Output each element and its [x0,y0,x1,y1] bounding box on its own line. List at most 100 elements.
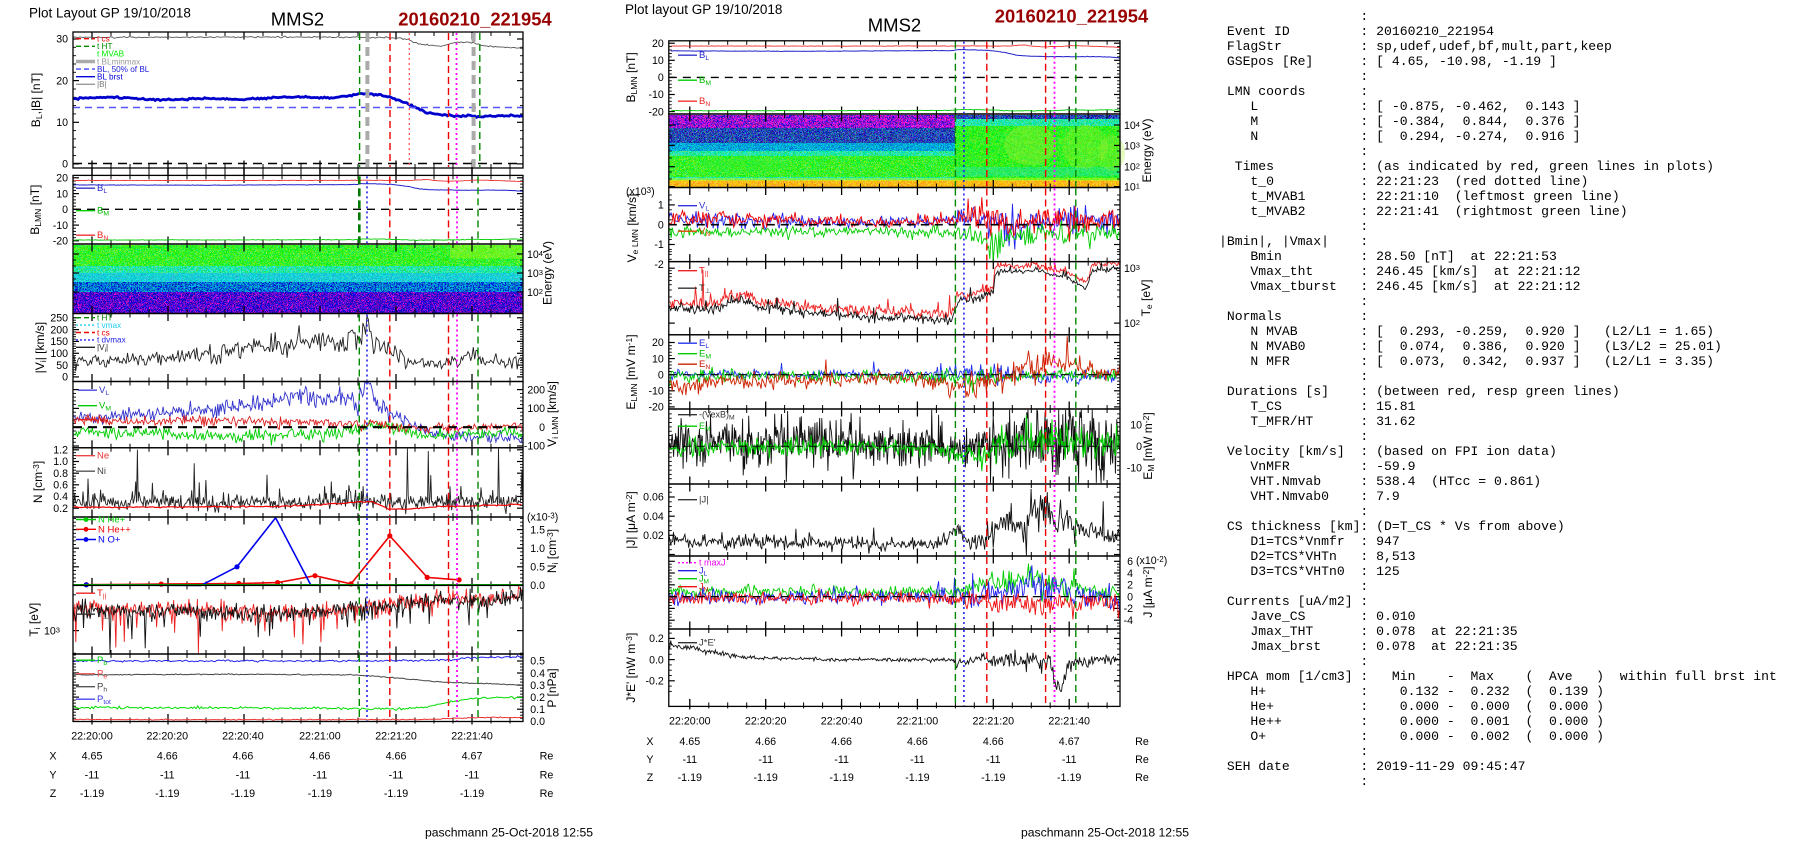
svg-text:Te [eV]: Te [eV] [1139,280,1154,317]
svg-text:-1.19: -1.19 [308,788,332,800]
svg-text:0.2: 0.2 [530,692,545,704]
svg-text:-10: -10 [1127,463,1142,475]
svg-text:22:21:00: 22:21:00 [897,715,939,727]
svg-text:EM: EM [699,421,710,433]
svg-text:BL,|B| [nT]: BL,|B| [nT] [29,73,44,127]
svg-text:-1.19: -1.19 [829,772,853,784]
svg-text:-1.19: -1.19 [80,788,104,800]
svg-text:4.66: 4.66 [831,736,852,748]
svg-text:4.66: 4.66 [907,736,928,748]
svg-text:-1.19: -1.19 [1057,772,1081,784]
svg-text:1.0: 1.0 [530,543,545,555]
svg-text:103: 103 [44,625,60,637]
svg-text:EL: EL [699,338,709,350]
svg-text:-2: -2 [1124,603,1134,615]
svg-text:22:20:40: 22:20:40 [222,731,264,743]
svg-text:Ph: Ph [97,682,107,694]
svg-text:1.2: 1.2 [53,445,68,457]
svg-text:MMS2: MMS2 [868,15,921,36]
svg-text:104: 104 [1124,120,1140,132]
svg-text:BN: BN [699,96,710,108]
svg-text:22:20:40: 22:20:40 [821,715,863,727]
svg-text:t vmax: t vmax [97,321,121,330]
svg-text:-1.19: -1.19 [460,788,484,800]
svg-text:-10: -10 [648,89,663,101]
svg-text:-11: -11 [160,769,175,781]
svg-text:Ve LMN [km/s]: Ve LMN [km/s] [625,194,640,263]
svg-text:-11: -11 [389,769,404,781]
svg-text:t HT: t HT [97,314,112,323]
svg-text:(x103): (x103) [626,186,655,198]
svg-text:|J| [μA m-2]: |J| [μA m-2] [624,491,638,549]
svg-text:VM: VM [99,401,111,413]
svg-text:-11: -11 [834,754,849,766]
svg-text:0.02: 0.02 [643,530,664,542]
svg-text:0: 0 [658,369,664,381]
svg-text:-1.19: -1.19 [155,788,179,800]
svg-text:-20: -20 [648,402,663,414]
svg-text:BLMN [nT]: BLMN [nT] [624,52,639,102]
svg-text:-11: -11 [986,754,1001,766]
svg-text:-11: -11 [85,769,100,781]
svg-text:22:21:20: 22:21:20 [375,731,417,743]
svg-text:20: 20 [652,38,664,50]
svg-text:N He+: N He+ [98,515,126,526]
svg-text:-1.19: -1.19 [754,772,778,784]
svg-text:Energy (eV): Energy (eV) [541,241,555,305]
svg-text:103: 103 [1124,263,1140,275]
svg-text:-1.19: -1.19 [384,788,408,800]
svg-text:0: 0 [1136,441,1142,453]
svg-text:Ni: Ni [97,466,106,477]
svg-text:6: 6 [1127,556,1133,568]
svg-text:t HT: t HT [97,42,112,51]
svg-text:-11: -11 [1062,754,1077,766]
svg-text:t BLminmax: t BLminmax [97,57,140,66]
svg-text:0: 0 [658,72,664,84]
svg-text:20160210_221954: 20160210_221954 [995,6,1149,27]
svg-text:20160210_221954: 20160210_221954 [398,8,552,29]
svg-text:-1: -1 [654,239,664,251]
svg-text:Plot Layout GP 19/10/2018: Plot Layout GP 19/10/2018 [29,6,191,21]
svg-text:150: 150 [50,336,68,348]
svg-text:-11: -11 [313,769,328,781]
svg-text:-11: -11 [465,769,480,781]
svg-text:1.5: 1.5 [530,524,545,536]
svg-text:t MVAB: t MVAB [97,50,125,59]
svg-text:|Vi|: |Vi| [97,343,108,354]
svg-text:1: 1 [658,200,664,212]
svg-text:Pe: Pe [97,669,107,681]
svg-text:4.67: 4.67 [1059,736,1080,748]
svg-text:BM: BM [699,75,711,87]
svg-text:200: 200 [527,384,545,396]
svg-text:-1.19: -1.19 [905,772,929,784]
svg-text:EM [mW m-2]: EM [mW m-2] [1141,412,1156,480]
svg-text:20: 20 [652,337,664,349]
svg-text:(x10-3): (x10-3) [527,511,558,523]
svg-text:4.66: 4.66 [309,750,330,762]
svg-text:20: 20 [56,75,68,87]
svg-text:Z: Z [50,788,57,800]
svg-text:22:20:00: 22:20:00 [71,731,113,743]
svg-text:22:21:40: 22:21:40 [1048,715,1090,727]
svg-text:0.3: 0.3 [530,680,545,692]
svg-text:(x10-2): (x10-2) [1136,555,1167,567]
svg-text:paschmann 25-Oct-2018 12:55: paschmann 25-Oct-2018 12:55 [1021,826,1189,840]
svg-text:t dvmax: t dvmax [97,336,126,345]
svg-text:22:20:20: 22:20:20 [745,715,787,727]
svg-text:0: 0 [62,372,68,384]
svg-text:VN: VN [699,226,710,238]
svg-text:Y: Y [646,754,653,766]
svg-text:10: 10 [56,188,68,200]
svg-text:0.5: 0.5 [530,656,545,668]
svg-text:X: X [49,750,56,762]
svg-text:paschmann 25-Oct-2018 12:55: paschmann 25-Oct-2018 12:55 [425,826,593,840]
svg-text:EN: EN [699,359,710,371]
svg-text:T⊥: T⊥ [699,283,711,295]
svg-text:T||: T|| [97,588,107,600]
svg-text:Ni [cm-3]: Ni [cm-3] [545,529,560,573]
svg-text:T||: T|| [699,266,709,278]
svg-text:-1.19: -1.19 [981,772,1005,784]
svg-text:-(VexB)M: -(VexB)M [699,410,735,422]
svg-text:J*E' [nW m-3]: J*E' [nW m-3] [624,633,638,703]
svg-text:22:21:00: 22:21:00 [299,731,341,743]
